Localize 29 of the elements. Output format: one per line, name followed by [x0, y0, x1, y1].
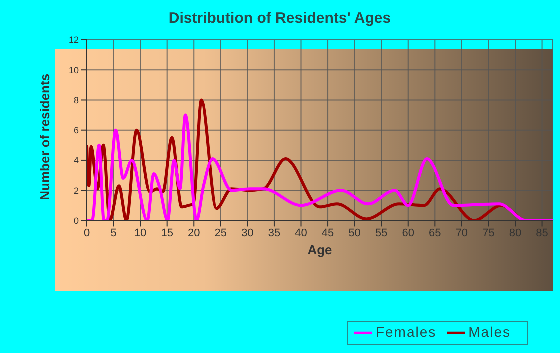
legend-label: Females [376, 324, 437, 340]
x-tick-label: 40 [295, 228, 308, 240]
legend-label: Males [468, 324, 511, 340]
y-tick-label: 8 [74, 95, 79, 106]
y-axis-title: Number of residents [38, 74, 53, 200]
x-tick-label: 35 [268, 228, 281, 240]
x-tick-label: 65 [429, 228, 442, 240]
x-tick-label: 5 [110, 228, 117, 240]
x-tick-label: 80 [509, 228, 522, 240]
x-tick-label: 15 [161, 228, 174, 240]
x-tick-label: 25 [214, 228, 228, 240]
x-tick-label: 70 [456, 228, 468, 240]
y-tick-label: 6 [74, 126, 79, 136]
x-tick-label: 60 [402, 228, 415, 240]
x-axis-title: Age [308, 242, 332, 258]
x-tick-label: 0 [84, 228, 90, 240]
x-tick-label: 10 [134, 228, 147, 240]
chart-title: Distribution of Residents' Ages [168, 10, 392, 27]
x-tick-label: 20 [188, 228, 200, 240]
y-tick-label: 0 [74, 216, 79, 226]
x-tick-label: 45 [322, 228, 334, 240]
y-tick-label: 2 [74, 186, 79, 196]
x-tick-label: 55 [375, 228, 388, 240]
x-tick-label: 30 [242, 228, 254, 240]
y-tick-label: 4 [74, 156, 79, 166]
x-tick-label: 50 [348, 228, 361, 240]
y-tick-label: 10 [68, 65, 79, 76]
y-tick-label: 12 [68, 35, 79, 46]
x-tick-label: 75 [482, 228, 495, 240]
